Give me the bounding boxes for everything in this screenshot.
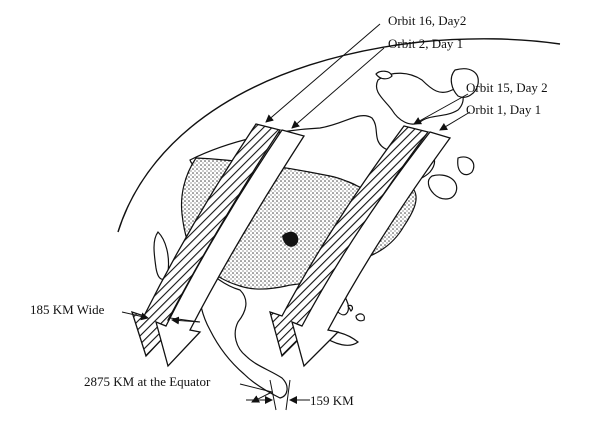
arctic-island (375, 72, 464, 125)
orbit-15-label: Orbit 15, Day 2 (466, 80, 548, 95)
spacing-tick-left (269, 379, 277, 411)
caribbean-island-small (347, 304, 354, 312)
swath-width-label: 185 KM Wide (30, 302, 105, 317)
orbit-16-leader (265, 23, 381, 123)
orbit-15-leader (413, 93, 469, 125)
maritime-land (427, 174, 458, 200)
caribbean-island (355, 313, 365, 322)
swath-width-leader (121, 311, 149, 321)
globe-outline (117, 38, 561, 233)
orbit-2-swath (155, 129, 306, 368)
orbit-1-label: Orbit 1, Day 1 (466, 102, 541, 117)
equator-spacing-label: 2875 KM at the Equator (84, 374, 211, 389)
orbit-16-label: Orbit 16, Day2 (388, 13, 466, 28)
spacing-tick-right (285, 379, 291, 411)
adjacent-spacing-label: 159 KM (310, 393, 354, 408)
equator-leader (239, 383, 273, 393)
orbit-1-leader (439, 111, 471, 131)
baja-land (153, 231, 170, 280)
mexico-land (197, 260, 288, 399)
orbit-2-leader (291, 47, 385, 129)
lake-marker (282, 231, 299, 247)
orbit-1-swath (291, 131, 452, 368)
swath-width-arrow (171, 316, 201, 325)
orbit-2-label: Orbit 2, Day 1 (388, 36, 463, 51)
newfoundland-land (457, 156, 475, 176)
greenland-land (450, 68, 479, 98)
arctic-island-small (375, 70, 393, 80)
